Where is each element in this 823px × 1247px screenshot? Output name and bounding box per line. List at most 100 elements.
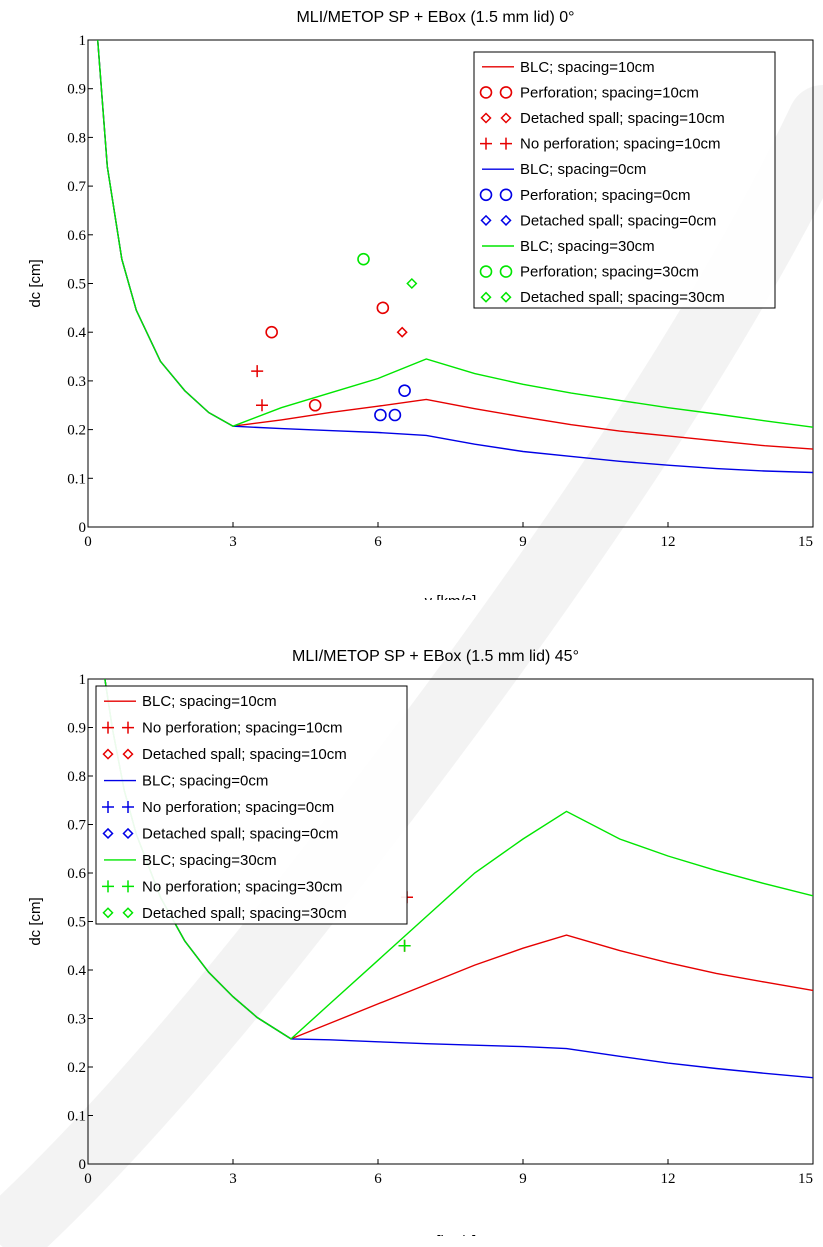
y-axis-label: dc [cm] bbox=[27, 259, 44, 307]
x-tick-label: 3 bbox=[229, 1171, 237, 1187]
legend-label: Detached spall; spacing=30cm bbox=[520, 289, 725, 306]
x-axis-label: v [km/s] bbox=[425, 593, 477, 600]
legend: BLC; spacing=10cm No perforation; spacing… bbox=[95, 685, 408, 925]
legend-swatch-diamond bbox=[102, 907, 114, 919]
x-tick-label: 9 bbox=[519, 1171, 527, 1187]
x-axis: 0 3 6 9 12 15 bbox=[84, 1159, 814, 1187]
legend-swatch-diamond bbox=[122, 827, 134, 840]
legend-swatch-plus bbox=[102, 721, 114, 734]
data-point-circle bbox=[265, 325, 278, 339]
y-tick-label: 0.7 bbox=[67, 179, 86, 195]
x-tick-label: 12 bbox=[661, 534, 676, 550]
y-tick-label: 0 bbox=[79, 520, 87, 536]
data-point-circle bbox=[357, 252, 370, 266]
data-point-circle bbox=[376, 301, 390, 315]
x-tick-label: 3 bbox=[229, 534, 237, 550]
y-tick-label: 0.9 bbox=[67, 721, 86, 737]
legend-label: Detached spall; spacing=10cm bbox=[142, 746, 347, 763]
legend-swatch-circle bbox=[499, 265, 513, 278]
legend-label: BLC; spacing=10cm bbox=[520, 59, 655, 76]
legend-box bbox=[95, 685, 408, 925]
legend-swatch-diamond bbox=[122, 907, 134, 919]
legend-swatch-circle bbox=[479, 86, 493, 99]
legend-box bbox=[473, 51, 776, 309]
y-tick-label: 0.6 bbox=[67, 866, 86, 882]
legend-swatch-plus bbox=[500, 137, 512, 150]
data-point-plus bbox=[256, 399, 268, 412]
y-tick-label: 0 bbox=[79, 1157, 87, 1173]
y-tick-label: 0.9 bbox=[67, 82, 86, 98]
legend-swatch-diamond bbox=[480, 291, 492, 303]
legend-label: BLC; spacing=10cm bbox=[142, 693, 277, 710]
x-tick-label: 0 bbox=[84, 1171, 92, 1187]
y-tick-label: 0.8 bbox=[67, 769, 86, 785]
x-tick-label: 15 bbox=[798, 1171, 813, 1187]
y-tick-label: 0.1 bbox=[67, 1109, 86, 1125]
y-tick-label: 0.4 bbox=[67, 325, 86, 341]
legend-label: Detached spall; spacing=0cm bbox=[142, 825, 338, 842]
legend-swatch-plus bbox=[122, 880, 134, 893]
legend-label: No perforation; spacing=30cm bbox=[142, 878, 343, 895]
data-point-circle bbox=[398, 384, 411, 397]
chart-0deg: MLI/METOP SP + EBox (1.5 mm lid) 0° 0 0.1 0… bbox=[27, 9, 814, 600]
legend-swatch-plus bbox=[480, 137, 492, 150]
legend-label: Perforation; spacing=0cm bbox=[520, 187, 691, 204]
data-point-circle bbox=[308, 398, 322, 412]
legend-swatch-diamond bbox=[500, 214, 512, 226]
y-tick-label: 0.6 bbox=[67, 228, 86, 244]
legend-label: No perforation; spacing=10cm bbox=[520, 136, 721, 153]
legend-label: BLC; spacing=0cm bbox=[520, 161, 646, 178]
x-tick-label: 0 bbox=[84, 534, 92, 550]
legend-swatch-circle bbox=[479, 188, 493, 202]
y-tick-label: 1 bbox=[79, 33, 87, 49]
y-tick-label: 0.3 bbox=[67, 1012, 86, 1028]
legend-swatch-plus bbox=[122, 721, 134, 734]
x-tick-label: 9 bbox=[519, 534, 527, 550]
data-point-diamond bbox=[396, 326, 408, 338]
chart-title: MLI/METOP SP + EBox (1.5 mm lid) 0° bbox=[296, 9, 574, 26]
legend-label: BLC; spacing=0cm bbox=[142, 773, 268, 790]
legend-label: Detached spall; spacing=30cm bbox=[142, 905, 347, 922]
y-tick-label: 0.5 bbox=[67, 277, 86, 293]
legend-label: Detached spall; spacing=10cm bbox=[520, 110, 725, 127]
x-tick-label: 12 bbox=[661, 1171, 676, 1187]
x-tick-label: 15 bbox=[798, 534, 813, 550]
y-axis-label: dc [cm] bbox=[27, 897, 44, 945]
legend: BLC; spacing=10cm Perforation; spacing=10… bbox=[473, 51, 776, 309]
legend-label: BLC; spacing=30cm bbox=[142, 852, 277, 869]
legend-label: No perforation; spacing=0cm bbox=[142, 799, 334, 816]
legend-swatch-diamond bbox=[480, 112, 492, 124]
legend-label: Perforation; spacing=30cm bbox=[520, 264, 699, 281]
data-point-circle bbox=[374, 408, 387, 422]
y-tick-label: 0.1 bbox=[67, 471, 86, 487]
y-axis: 0 0.1 0.2 0.3 0.4 0.5 0.6 0.7 0.8 0.9 1 bbox=[67, 672, 93, 1173]
legend-label: No perforation; spacing=10cm bbox=[142, 720, 343, 737]
legend-swatch-circle bbox=[499, 188, 513, 202]
y-tick-label: 0.7 bbox=[67, 818, 86, 834]
legend-swatch-diamond bbox=[500, 291, 512, 303]
legend-swatch-circle bbox=[499, 86, 513, 99]
legend-swatch-diamond bbox=[122, 748, 134, 760]
chart-45deg: MLI/METOP SP + EBox (1.5 mm lid) 45° 0 0.1… bbox=[27, 648, 814, 1236]
x-axis-label: v [km/s] bbox=[425, 1233, 477, 1236]
x-axis: 0 3 6 9 12 15 bbox=[84, 522, 814, 550]
y-tick-label: 0.5 bbox=[67, 915, 86, 931]
legend-swatch-plus bbox=[102, 801, 114, 813]
y-tick-label: 0.4 bbox=[67, 963, 86, 979]
legend-swatch-plus bbox=[102, 880, 114, 893]
y-tick-label: 0.3 bbox=[67, 374, 86, 390]
legend-label: BLC; spacing=30cm bbox=[520, 238, 655, 255]
data-point-plus bbox=[398, 939, 411, 952]
y-tick-label: 1 bbox=[79, 672, 87, 688]
chart-title: MLI/METOP SP + EBox (1.5 mm lid) 45° bbox=[292, 648, 579, 665]
chart-panel-top: MLI/METOP SP + EBox (1.5 mm lid) 0° 0 0.1 0… bbox=[0, 0, 823, 600]
legend-swatch-plus bbox=[122, 801, 134, 813]
y-tick-label: 0.8 bbox=[67, 130, 86, 146]
legend-swatch-diamond bbox=[480, 214, 492, 226]
legend-swatch-circle bbox=[479, 265, 493, 278]
chart-panel-bottom: MLI/METOP SP + EBox (1.5 mm lid) 45° 0 0.1… bbox=[0, 636, 823, 1236]
x-tick-label: 6 bbox=[374, 534, 382, 550]
plot-area bbox=[97, 40, 813, 474]
legend-swatch-diamond bbox=[102, 827, 114, 840]
y-axis: 0 0.1 0.2 0.3 0.4 0.5 0.6 0.7 0.8 0.9 1 bbox=[67, 33, 93, 536]
